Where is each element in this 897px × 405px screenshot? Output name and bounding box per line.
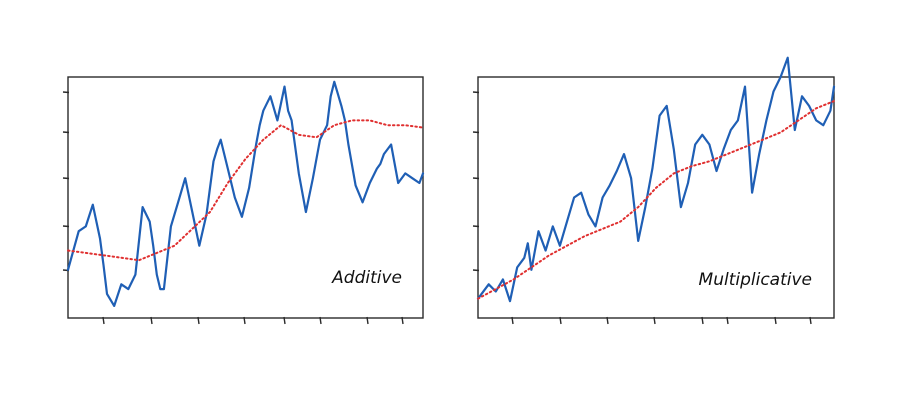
y-axis-tick [472,269,480,272]
trend-line [477,100,835,300]
panel-label: Multiplicative [699,270,812,290]
multiplicative-panel: Multiplicative [472,56,836,325]
x-axis-tick [559,316,562,325]
x-axis-tick [401,316,404,325]
x-axis-tick [726,316,729,325]
x-axis-tick [774,316,777,325]
x-axis-tick [653,316,656,325]
x-axis-tick [150,316,153,325]
x-axis-tick [511,316,514,325]
x-axis-tick [243,316,246,325]
x-axis-tick [102,316,105,325]
x-axis-tick [197,316,200,325]
y-axis-tick [62,131,70,134]
x-axis-tick [606,316,609,325]
y-axis-tick [472,225,480,228]
trend-line [67,119,424,262]
observed-series-line [66,80,425,307]
x-axis-tick [809,316,812,325]
additive-panel: Additive [62,76,425,325]
y-axis-tick [472,131,480,134]
x-axis-tick [283,316,286,325]
y-axis-tick [472,91,480,94]
x-axis-tick [701,316,704,325]
plot-frame [67,76,424,319]
y-axis-tick [62,91,70,94]
panel-label: Additive [331,268,402,288]
x-axis-tick [319,316,322,325]
y-axis-tick [62,225,70,228]
x-axis-tick [366,316,369,325]
y-axis-tick [62,177,70,180]
y-axis-tick [472,177,480,180]
observed-series-line [476,56,836,303]
plot-frame [477,76,835,319]
